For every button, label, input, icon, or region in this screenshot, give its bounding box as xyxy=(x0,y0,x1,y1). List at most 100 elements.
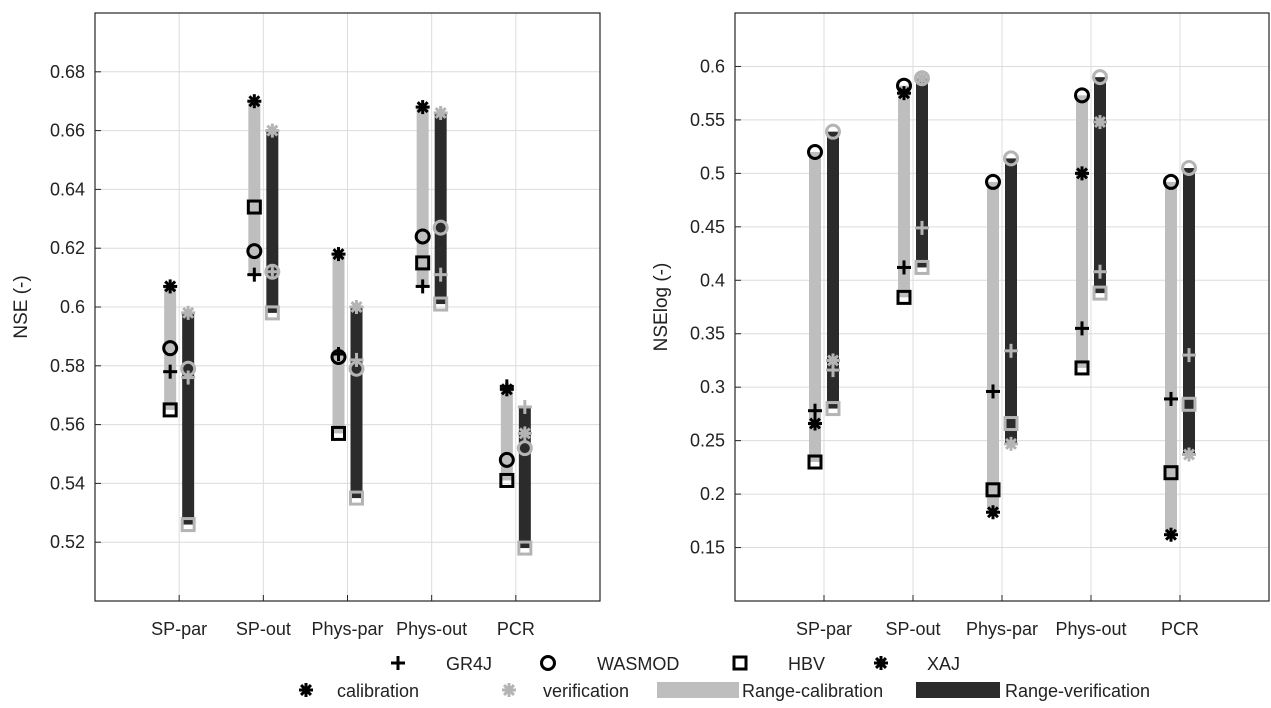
calibration-gr4j-point xyxy=(808,403,822,418)
x-tick-label: Phys-par xyxy=(311,619,383,639)
calibration-xaj-point xyxy=(1164,527,1178,542)
verification-gr4j-point xyxy=(517,399,532,414)
y-tick-label: 0.56 xyxy=(50,415,85,435)
calibration-xaj-point xyxy=(163,279,178,294)
calibration-wasmod-point xyxy=(1163,173,1179,190)
calibration-gr4j-point xyxy=(247,267,262,282)
range-verification-bar xyxy=(266,130,279,313)
verification-gr4j-point xyxy=(915,220,929,235)
range-calibration-bar xyxy=(248,101,261,275)
square-marker-icon xyxy=(732,655,748,671)
verification-xaj-point xyxy=(181,305,196,320)
calibration-wasmod-point xyxy=(807,143,823,160)
calibration-hbv-point xyxy=(1074,360,1090,376)
y-tick-label: 0.64 xyxy=(50,179,85,199)
calibration-gr4j-point xyxy=(163,364,178,379)
range-verification-bar xyxy=(350,307,363,499)
range-calibration-bar xyxy=(164,286,177,410)
nse-panel: 0.52 0.54 0.56 0.58 0.6 0.62 0.64 0.66 0.68 SP-pa… xyxy=(11,12,601,639)
verification-hbv-point xyxy=(914,259,930,275)
range-bar-icon xyxy=(916,682,1000,698)
range-calibration-bar xyxy=(987,181,999,513)
y-tick-label: 0.58 xyxy=(50,356,85,376)
calibration-xaj-point xyxy=(415,100,430,115)
verification-hbv-point xyxy=(1092,285,1108,301)
asterisk-marker-icon xyxy=(299,683,313,697)
legend-kind-label: calibration xyxy=(337,681,419,701)
y-tick-label: 0.45 xyxy=(690,217,725,237)
circle-marker-icon xyxy=(540,655,556,671)
calibration-xaj-point xyxy=(986,505,1000,520)
calibration-gr4j-point xyxy=(1075,321,1089,336)
range-verification-bar xyxy=(827,131,839,409)
verification-gr4j-point xyxy=(1093,264,1107,279)
legend: GR4J WASMOD HBV XAJ calibration verification R… xyxy=(299,654,1150,701)
verification-xaj-point xyxy=(265,123,280,138)
range-calibration-bar xyxy=(809,151,821,463)
verification-xaj-point xyxy=(517,426,532,441)
y-tick-label: 0.6 xyxy=(700,56,725,76)
x-tick-label: SP-par xyxy=(151,619,207,639)
nselog-panel: 0.15 0.2 0.25 0.3 0.35 0.4 0.45 0.5 0.55 0.6 SP-pa… xyxy=(651,12,1270,639)
verification-hbv-point xyxy=(1003,416,1019,432)
calibration-xaj-point xyxy=(499,382,514,397)
calibration-wasmod-point xyxy=(985,173,1001,190)
calibration-hbv-point xyxy=(896,289,912,305)
y-tick-label: 0.2 xyxy=(700,484,725,504)
range-verification-bar xyxy=(1094,77,1106,294)
x-tick-label: SP-par xyxy=(796,619,852,639)
range-verification-bar xyxy=(182,312,195,525)
verification-gr4j-point xyxy=(1004,343,1018,358)
range-calibration-bar xyxy=(332,254,345,434)
verification-hbv-point xyxy=(517,540,533,556)
verification-xaj-point xyxy=(349,300,364,314)
calibration-xaj-point xyxy=(897,86,911,101)
verification-wasmod-point xyxy=(516,440,533,457)
y-tick-label: 0.62 xyxy=(50,238,85,258)
range-verification-bar xyxy=(1183,168,1195,455)
asterisk-marker-icon xyxy=(502,683,516,697)
calibration-hbv-point xyxy=(331,425,346,441)
verification-wasmod-point xyxy=(180,360,197,377)
verification-hbv-point xyxy=(349,490,364,506)
legend-kind-label: Range-verification xyxy=(1005,681,1150,701)
y-tick-label: 0.68 xyxy=(50,62,85,82)
legend-kind-label: Range-calibration xyxy=(742,681,883,701)
legend-model-label: WASMOD xyxy=(597,654,679,674)
plus-marker-icon xyxy=(391,656,405,670)
range-verification-bar xyxy=(1005,158,1017,444)
verification-hbv-point xyxy=(180,517,196,533)
verification-xaj-point xyxy=(826,353,840,368)
verification-xaj-point xyxy=(433,105,448,120)
verification-gr4j-point xyxy=(181,370,196,385)
asterisk-marker-icon xyxy=(874,656,888,670)
verification-wasmod-point xyxy=(432,219,449,236)
legend-kind-label: verification xyxy=(543,681,629,701)
y-axis-label: NSE (-) xyxy=(11,275,32,338)
y-axis-label: NSElog (-) xyxy=(651,263,672,352)
calibration-wasmod-point xyxy=(498,451,515,468)
y-tick-label: 0.52 xyxy=(50,532,85,552)
verification-xaj-point xyxy=(1182,447,1196,462)
calibration-hbv-point xyxy=(807,454,823,470)
verification-gr4j-point xyxy=(265,264,280,279)
y-tick-label: 0.4 xyxy=(700,270,725,290)
calibration-hbv-point xyxy=(1163,465,1179,481)
verification-gr4j-point xyxy=(433,267,448,282)
calibration-hbv-point xyxy=(162,402,178,418)
calibration-gr4j-point xyxy=(415,279,430,294)
y-tick-label: 0.15 xyxy=(690,538,725,558)
verification-hbv-point xyxy=(825,401,841,417)
range-calibration-bar xyxy=(416,107,429,287)
x-tick-label: SP-out xyxy=(885,619,940,639)
legend-model-label: HBV xyxy=(788,654,825,674)
y-tick-label: 0.5 xyxy=(700,163,725,183)
y-tick-label: 0.66 xyxy=(50,121,85,141)
calibration-wasmod-point xyxy=(330,348,347,365)
calibration-hbv-point xyxy=(499,472,515,488)
y-tick-label: 0.54 xyxy=(50,473,85,493)
calibration-xaj-point xyxy=(247,94,262,109)
x-tick-label: Phys-par xyxy=(966,619,1038,639)
y-tick-label: 0.6 xyxy=(60,297,85,317)
calibration-gr4j-point xyxy=(897,260,911,275)
